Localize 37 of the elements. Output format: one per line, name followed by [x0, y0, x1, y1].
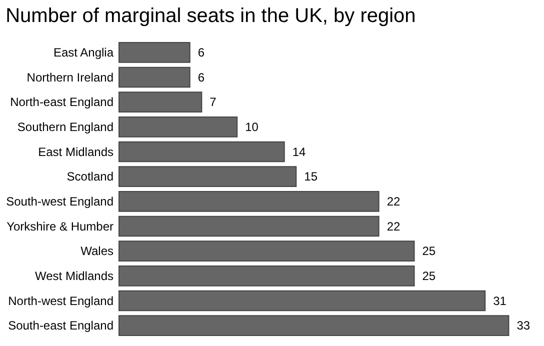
data-label: 25 — [422, 244, 436, 258]
data-label: 31 — [493, 294, 507, 308]
bar — [118, 315, 510, 336]
bar — [118, 190, 380, 212]
y-tick-label: North-east England — [10, 95, 114, 110]
y-tick-label: North-west England — [8, 294, 114, 308]
data-label: 33 — [516, 318, 530, 333]
bar — [118, 290, 486, 312]
bar — [118, 265, 415, 286]
bar — [118, 116, 238, 138]
bar — [118, 92, 202, 113]
y-tick-label: East Anglia — [53, 45, 114, 60]
data-label: 7 — [210, 95, 217, 110]
bar — [118, 66, 190, 88]
y-tick-label: South-west England — [6, 194, 114, 208]
bar — [118, 42, 190, 63]
data-label: 14 — [292, 144, 306, 159]
y-tick-label: Scotland — [66, 170, 114, 184]
data-label: 10 — [245, 120, 259, 134]
data-label: 6 — [198, 45, 205, 60]
data-label: 15 — [304, 170, 318, 184]
data-label: 22 — [386, 219, 400, 234]
bar — [118, 240, 415, 262]
y-tick-label: Southern England — [17, 120, 114, 134]
data-label: 25 — [422, 268, 436, 283]
y-tick-label: Wales — [80, 244, 114, 258]
data-label: 6 — [198, 70, 205, 84]
y-tick-label: West Midlands — [35, 268, 114, 283]
y-tick-label: Yorkshire & Humber — [6, 219, 114, 234]
y-tick-label: Northern Ireland — [26, 70, 114, 84]
data-label: 22 — [386, 194, 400, 208]
bar — [118, 141, 285, 162]
y-tick-label: South-east England — [8, 318, 114, 333]
chart-title: Number of marginal seats in the UK, by region — [6, 5, 416, 27]
bar — [118, 166, 297, 188]
y-tick-label: East Midlands — [38, 144, 114, 159]
bar — [118, 216, 380, 237]
